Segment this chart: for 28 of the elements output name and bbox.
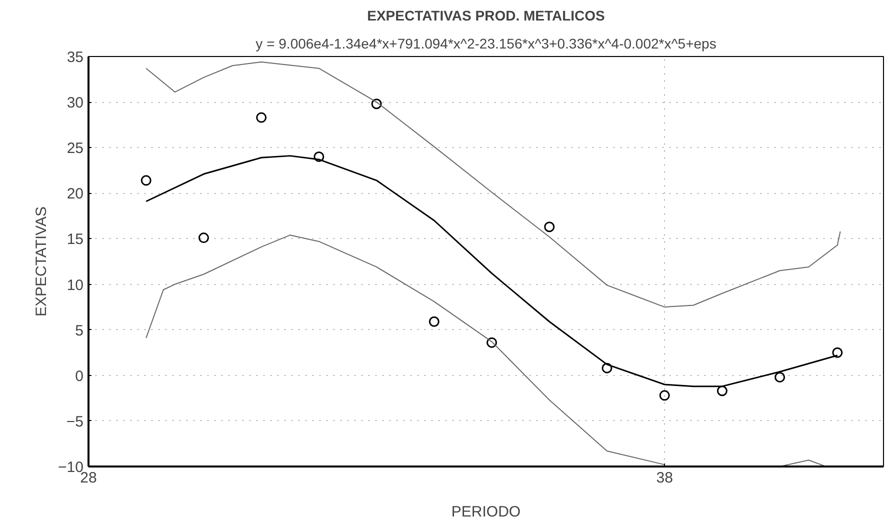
point bbox=[602, 362, 612, 374]
y-tick-label: −5 bbox=[66, 413, 84, 430]
point bbox=[774, 372, 786, 382]
chart-title: EXPECTATIVAS PROD. METALICOS bbox=[367, 8, 605, 24]
y-tick-label: 25 bbox=[66, 140, 84, 158]
x-axis-title: PERIODO bbox=[451, 504, 521, 520]
y-tick-label: 35 bbox=[66, 49, 84, 66]
y-tick-label: 15 bbox=[66, 231, 84, 248]
line-series bbox=[146, 61, 841, 308]
point bbox=[256, 112, 267, 123]
point bbox=[428, 316, 440, 327]
y-axis-title: EXPECTATIVAS bbox=[33, 206, 50, 317]
chart-subtitle: y = 9.006e4-1.34e4*x+791.094*x^2-23.156*x^3+0.336*x^4-0.002*x^5+eps bbox=[256, 36, 716, 52]
point bbox=[371, 98, 382, 110]
point bbox=[544, 222, 555, 232]
point bbox=[314, 151, 324, 162]
point bbox=[140, 175, 152, 186]
x-tick-label: 38 bbox=[656, 470, 673, 486]
point bbox=[716, 386, 728, 396]
y-tick-label: 20 bbox=[66, 186, 84, 203]
y-tick-label: 5 bbox=[75, 322, 84, 340]
y-tick-label: 30 bbox=[66, 94, 84, 112]
point bbox=[832, 347, 843, 358]
point bbox=[486, 337, 498, 348]
y-tick-label: 10 bbox=[66, 276, 84, 294]
point bbox=[198, 232, 209, 244]
point bbox=[659, 390, 670, 401]
y-tick-label: 0 bbox=[75, 368, 84, 385]
